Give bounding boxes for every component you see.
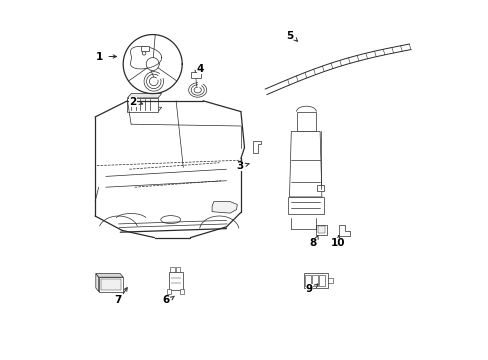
Text: 4: 4 — [197, 64, 204, 74]
Text: 6: 6 — [162, 294, 169, 305]
Text: 3: 3 — [236, 161, 243, 171]
Bar — [316, 225, 326, 235]
Bar — [191, 72, 200, 78]
Bar — [317, 226, 325, 233]
Bar — [327, 278, 332, 283]
Polygon shape — [296, 112, 316, 131]
Bar — [179, 289, 183, 294]
Bar — [311, 275, 317, 286]
Polygon shape — [127, 107, 162, 112]
Polygon shape — [127, 94, 162, 98]
Text: 9: 9 — [305, 284, 312, 294]
Bar — [317, 185, 324, 191]
Bar — [170, 267, 174, 272]
Bar — [101, 279, 121, 290]
Text: 8: 8 — [308, 238, 316, 248]
Polygon shape — [96, 274, 123, 277]
Polygon shape — [287, 197, 323, 214]
Polygon shape — [289, 131, 321, 197]
Bar — [303, 273, 327, 288]
Text: 7: 7 — [114, 294, 121, 305]
Bar — [99, 277, 123, 292]
Polygon shape — [338, 225, 349, 236]
Text: 10: 10 — [330, 238, 345, 248]
Bar — [319, 275, 325, 286]
Bar — [167, 289, 171, 294]
Polygon shape — [253, 141, 260, 153]
Text: 5: 5 — [285, 31, 292, 41]
Bar — [176, 267, 180, 272]
Bar — [141, 46, 149, 51]
Polygon shape — [212, 202, 237, 213]
Polygon shape — [96, 274, 99, 292]
Bar — [305, 275, 310, 286]
Bar — [168, 272, 182, 290]
Text: 1: 1 — [96, 51, 103, 62]
Text: 2: 2 — [129, 96, 136, 107]
Bar — [127, 98, 158, 112]
